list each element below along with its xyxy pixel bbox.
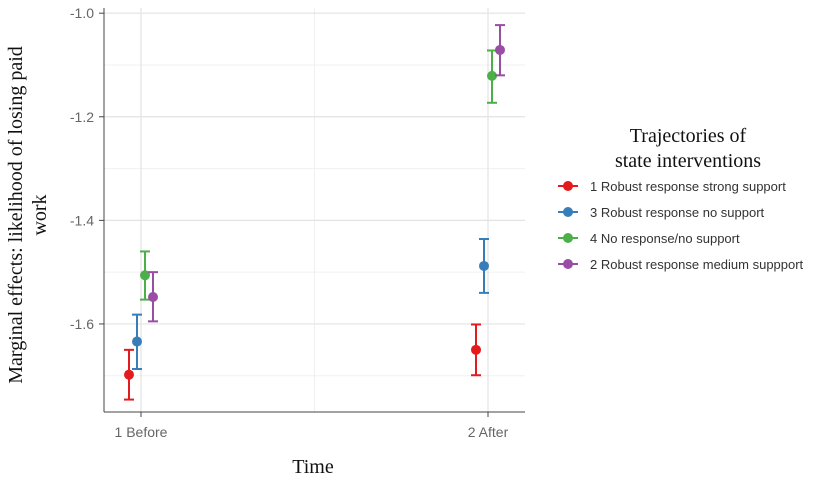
y-tick-label: -1.6 <box>70 316 94 332</box>
data-point <box>479 260 489 271</box>
grid <box>104 8 525 412</box>
tick-labels: -1.0 -1.2 -1.4 -1.6 1 Before 2 After <box>70 5 509 440</box>
data-point <box>124 369 134 380</box>
data-point <box>132 336 142 347</box>
y-axis-title-line-1: Marginal effects: likelihood of losing p… <box>5 46 27 384</box>
data-point <box>471 344 481 355</box>
legend-items: 1 Robust response strong support 3 Robust… <box>558 179 804 272</box>
y-axis-title-line-2: work <box>29 194 51 235</box>
legend-key-point <box>563 259 573 269</box>
x-tick-label: 2 After <box>468 424 509 440</box>
legend-title-line-2: state interventions <box>615 150 761 172</box>
legend-key-point <box>563 233 573 243</box>
x-tick-label: 1 Before <box>115 424 168 440</box>
y-tick-label: -1.4 <box>70 212 94 228</box>
legend-key-point <box>563 207 573 217</box>
x-axis-title: Time <box>292 456 334 478</box>
legend-label: 4 No response/no support <box>590 231 740 246</box>
y-tick-label: -1.2 <box>70 109 94 125</box>
plot-area <box>124 24 505 401</box>
legend-label: 2 Robust response medium suppport <box>590 257 804 272</box>
data-point <box>487 70 497 81</box>
data-point <box>495 44 505 55</box>
legend-label: 3 Robust response no support <box>590 205 765 220</box>
legend-label: 1 Robust response strong support <box>590 179 786 194</box>
y-tick-label: -1.0 <box>70 5 94 21</box>
y-axis-title: Marginal effects: likelihood of losing p… <box>5 46 51 384</box>
legend-key-point <box>563 181 573 191</box>
data-point <box>140 270 150 281</box>
data-point <box>148 292 158 303</box>
legend-title-line-1: Trajectories of <box>630 125 747 147</box>
axes <box>99 8 525 417</box>
legend: Trajectories of state interventions 1 Ro… <box>558 125 804 272</box>
